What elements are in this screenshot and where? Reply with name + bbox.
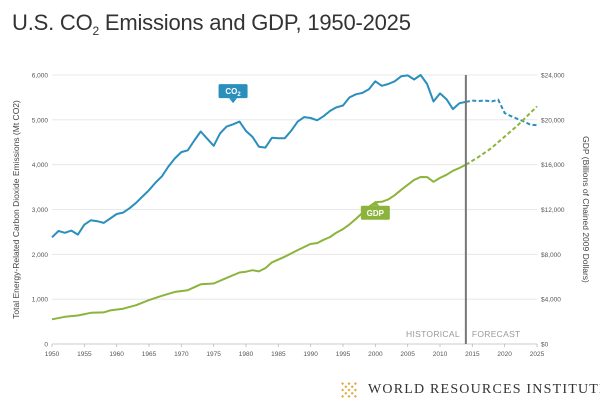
chart-title-suffix: Emissions and GDP, 1950-2025: [98, 10, 411, 35]
co2-historical-line: [51, 74, 467, 239]
wri-diamond-logo-icon: [341, 382, 357, 398]
badge-pointer: [229, 98, 238, 104]
logo-dot: [347, 382, 351, 386]
x-tick-label: 1990: [303, 351, 318, 358]
right-tick-label: $16,000: [541, 162, 565, 169]
right-axis-ticks: $0 $4,000 $8,000 $12,000 $16,000 $20,000 $24,0…: [541, 73, 565, 349]
right-tick-label: $24,000: [541, 73, 565, 80]
logo-dot: [353, 394, 357, 398]
logo-dot: [341, 388, 345, 392]
badge-background: [218, 84, 248, 99]
x-tick-label: 1950: [45, 351, 60, 358]
historical-label: HISTORICAL: [406, 329, 460, 339]
co2-series-badge: CO2: [218, 84, 248, 104]
right-axis-title: GDP (Billions of Chained 2009 Dollars): [581, 136, 591, 283]
right-tick-label: $4,000: [541, 297, 561, 304]
chart-title-subscript: 2: [92, 24, 100, 38]
x-tick-label: 1980: [239, 351, 254, 358]
left-tick-label: 0: [44, 342, 48, 349]
x-tick-label: 2000: [368, 351, 383, 358]
logo-dot: [347, 394, 351, 398]
series-lines: [51, 74, 538, 321]
logo-dot: [347, 388, 351, 392]
right-tick-label: $12,000: [541, 207, 565, 214]
x-tick-label: 1955: [77, 351, 92, 358]
chart-title-prefix: U.S. CO: [12, 10, 93, 35]
left-axis-title: Total Energy-Related Carbon Dioxide Emis…: [11, 100, 21, 319]
logo-dot: [341, 394, 345, 398]
x-tick-label: 2010: [433, 351, 448, 358]
x-axis-ticks: 1950 1955 1960 1965 1970 1975 1980 1985 1990 1995…: [45, 344, 545, 358]
x-tick-label: 1985: [271, 351, 286, 358]
right-tick-label: $0: [541, 342, 549, 349]
right-tick-label: $20,000: [541, 117, 565, 124]
logo-dot: [353, 388, 357, 392]
co2-series-label: CO2: [225, 87, 241, 98]
x-tick-label: 1965: [142, 351, 157, 358]
x-tick-label: 1970: [174, 351, 189, 358]
co2-forecast-line: [465, 98, 538, 127]
logo-dot: [344, 385, 348, 389]
left-tick-label: 3,000: [32, 207, 49, 214]
x-tick-label: 1995: [336, 351, 351, 358]
x-tick-label: 2015: [465, 351, 480, 358]
right-tick-label: $8,000: [541, 252, 561, 259]
x-tick-label: 1975: [206, 351, 221, 358]
left-axis-ticks: 0 1,000 2,000 3,000 4,000 5,000 6,000: [32, 73, 49, 349]
x-tick-label: 1960: [109, 351, 124, 358]
wri-logo: WORLD RESOURCES INSTITUTE: [336, 377, 600, 403]
forecast-label: FORECAST: [472, 329, 521, 339]
logo-dot: [344, 391, 348, 395]
series-labels: CO2 GDP: [218, 84, 390, 220]
gdp-series-label: GDP: [367, 209, 385, 218]
x-tick-label: 2025: [530, 351, 545, 358]
badge-pointer: [371, 200, 380, 206]
logo-dot: [350, 385, 354, 389]
left-tick-label: 5,000: [32, 117, 49, 124]
logo-dot: [341, 382, 345, 386]
chart-title: U.S. CO2 Emissions and GDP, 1950-2025: [12, 10, 411, 38]
left-tick-label: 2,000: [32, 252, 49, 259]
gdp-series-badge: GDP: [360, 200, 390, 220]
logo-text: WORLD RESOURCES INSTITUTE: [368, 382, 600, 397]
badge-background: [360, 205, 390, 220]
left-tick-label: 1,000: [32, 297, 49, 304]
x-tick-label: 2005: [400, 351, 415, 358]
gdp-forecast-line: [465, 105, 538, 166]
left-tick-label: 4,000: [32, 162, 49, 169]
logo-dot: [350, 391, 354, 395]
left-tick-label: 6,000: [32, 73, 49, 80]
logo-dot: [353, 382, 357, 386]
x-tick-label: 2020: [497, 351, 512, 358]
gridlines: [52, 74, 537, 300]
gdp-historical-line: [51, 163, 467, 321]
